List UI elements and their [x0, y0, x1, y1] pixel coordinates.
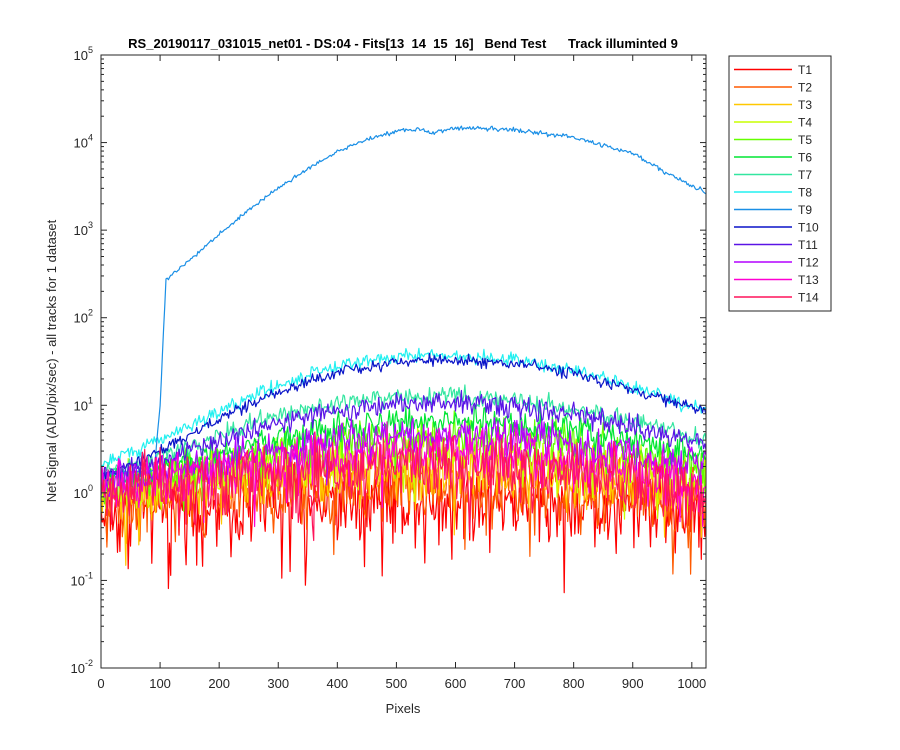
- x-tick-label: 300: [267, 676, 289, 691]
- x-axis: 0 100 200 300 400 500 600 700 800 900 1000: [97, 55, 706, 691]
- x-tick-label: 900: [622, 676, 644, 691]
- legend: T1 T2 T3 T4 T5 T6 T7 T8 T9 T10 T11 T12 T13 T14: [728, 55, 832, 312]
- x-tick-label: 700: [504, 676, 526, 691]
- legend-label: T11: [798, 238, 818, 252]
- x-tick-label: 0: [97, 676, 104, 691]
- series-line-t14: [101, 431, 706, 542]
- series-line-t11: [101, 389, 706, 488]
- series-line-t9: [101, 125, 706, 478]
- legend-label: T4: [798, 116, 812, 130]
- series-group: [101, 125, 706, 594]
- legend-label: T7: [798, 168, 812, 182]
- series-line-t2: [101, 442, 706, 575]
- axes-box: [100, 54, 707, 669]
- x-tick-label: 1000: [677, 676, 706, 691]
- axes-background: [101, 55, 706, 668]
- legend-label: T5: [798, 133, 812, 147]
- y-axis: 10-2 10-1 100 101 102 103 104 105: [71, 45, 706, 676]
- legend-label: T9: [798, 203, 812, 217]
- legend-box: [728, 55, 832, 312]
- y-tick-label: 10-1: [71, 570, 93, 588]
- x-axis-label: Pixels: [386, 701, 421, 716]
- y-tick-label: 100: [74, 483, 93, 501]
- x-tick-label: 400: [326, 676, 348, 691]
- y-tick-label: 105: [74, 45, 93, 63]
- legend-label: T1: [798, 63, 812, 77]
- legend-label: T13: [798, 273, 819, 287]
- y-tick-label: 102: [74, 308, 93, 326]
- x-tick-label: 500: [386, 676, 408, 691]
- legend-label: T6: [798, 151, 812, 165]
- x-tick-label: 100: [149, 676, 171, 691]
- y-tick-label: 101: [74, 395, 93, 413]
- y-tick-label: 104: [74, 133, 93, 151]
- x-tick-label: 600: [445, 676, 467, 691]
- series-line-t8: [101, 347, 706, 470]
- series-line-t10: [101, 352, 706, 480]
- legend-label: T3: [798, 98, 812, 112]
- legend-label: T10: [798, 221, 819, 235]
- series-line-t6: [101, 405, 706, 489]
- legend-label: T14: [798, 291, 819, 305]
- legend-label: T2: [798, 81, 812, 95]
- y-tick-label: 103: [74, 220, 93, 238]
- legend-label: T12: [798, 256, 819, 270]
- chart-title: RS_20190117_031015_net01 - DS:04 - Fits[…: [128, 36, 678, 51]
- x-tick-label: 200: [208, 676, 230, 691]
- legend-label: T8: [798, 186, 812, 200]
- y-axis-label: Net Signal (ADU/pix/sec) - all tracks fo…: [44, 219, 59, 502]
- y-tick-label: 10-2: [71, 658, 93, 676]
- x-tick-label: 800: [563, 676, 585, 691]
- plot-area: 0 100 200 300 400 500 600 700 800 900 1000 10-210-…: [71, 45, 707, 691]
